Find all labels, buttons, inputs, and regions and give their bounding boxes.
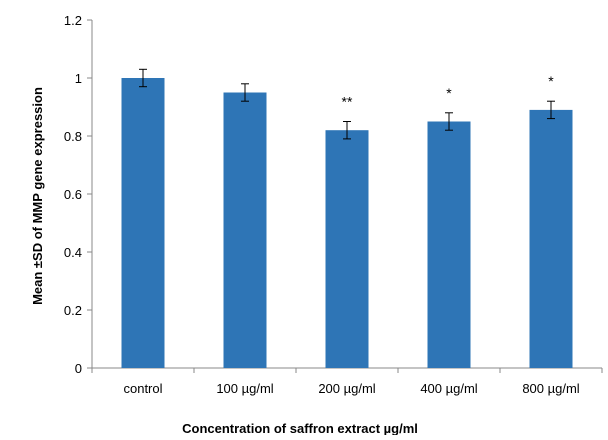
significance-markers: **** bbox=[342, 73, 555, 109]
x-tick-label: 200 µg/ml bbox=[318, 381, 375, 396]
y-tick-label: 0 bbox=[75, 361, 82, 376]
bars bbox=[121, 78, 573, 369]
x-tick-label: 800 µg/ml bbox=[522, 381, 579, 396]
bar bbox=[223, 92, 267, 368]
x-axis-label: Concentration of saffron extract µg/ml bbox=[182, 421, 418, 435]
bar bbox=[427, 121, 471, 368]
y-tick-label: 0.8 bbox=[64, 129, 82, 144]
significance-label: * bbox=[548, 73, 554, 89]
x-axis: control 100 µg/ml 200 µg/ml 400 µg/ml 800 µg… bbox=[91, 367, 603, 396]
significance-label: * bbox=[446, 85, 452, 101]
x-tick-label: 100 µg/ml bbox=[216, 381, 273, 396]
y-tick-label: 1.2 bbox=[64, 13, 82, 28]
x-tick-label: control bbox=[123, 381, 162, 396]
y-tick-label: 0.6 bbox=[64, 187, 82, 202]
bar bbox=[325, 130, 369, 368]
bar bbox=[529, 109, 573, 369]
x-tick-label: 400 µg/ml bbox=[420, 381, 477, 396]
bar bbox=[121, 78, 165, 368]
y-tick-label: 0.2 bbox=[64, 303, 82, 318]
error-bars bbox=[139, 68, 555, 140]
significance-label: ** bbox=[342, 94, 353, 110]
y-tick-label: 0.4 bbox=[64, 245, 82, 260]
y-tick-label: 1 bbox=[75, 71, 82, 86]
y-axis: 0 0.2 0.4 0.6 0.8 1 1.2 bbox=[64, 13, 93, 376]
y-axis-label: Mean ±SD of MMP gene expression bbox=[30, 87, 45, 305]
